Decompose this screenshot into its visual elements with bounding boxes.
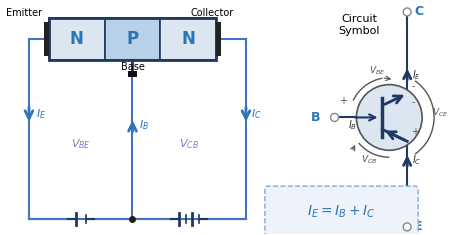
Text: B: B <box>311 111 320 124</box>
Circle shape <box>356 85 422 150</box>
Text: $V_{CE}$: $V_{CE}$ <box>432 106 449 119</box>
Bar <box>128 71 137 77</box>
Text: $I_C$: $I_C$ <box>412 153 422 167</box>
Text: Circuit
Symbol: Circuit Symbol <box>338 14 380 35</box>
Bar <box>216 22 221 56</box>
Text: $I_B$: $I_B$ <box>139 118 150 132</box>
Text: E: E <box>414 220 423 233</box>
Text: N: N <box>70 30 84 48</box>
Bar <box>105 18 160 60</box>
Text: +: + <box>339 95 347 106</box>
Text: Collector: Collector <box>190 8 234 18</box>
Text: Emitter: Emitter <box>6 8 42 18</box>
Text: $I_E$: $I_E$ <box>36 108 46 121</box>
Text: $V_{BE}$: $V_{BE}$ <box>71 137 91 151</box>
Text: $V_{CB}$: $V_{CB}$ <box>179 137 199 151</box>
Text: $I_B$: $I_B$ <box>348 118 357 132</box>
Text: -: - <box>411 82 415 92</box>
Text: C: C <box>414 5 423 18</box>
Text: P: P <box>127 30 138 48</box>
Bar <box>49 18 216 60</box>
Text: +: + <box>411 127 419 137</box>
Text: -: - <box>411 98 415 107</box>
Text: $I_C$: $I_C$ <box>251 108 262 121</box>
Text: $I_E = I_B + I_C$: $I_E = I_B + I_C$ <box>307 203 376 220</box>
Text: $V_{BE}$: $V_{BE}$ <box>369 65 386 77</box>
Circle shape <box>403 8 411 16</box>
Text: $I_E$: $I_E$ <box>412 68 421 82</box>
Text: N: N <box>181 30 195 48</box>
Bar <box>49 18 105 60</box>
Circle shape <box>330 114 338 121</box>
Bar <box>160 18 216 60</box>
Text: Base: Base <box>120 62 145 72</box>
Text: $V_{CB}$: $V_{CB}$ <box>361 153 378 166</box>
Bar <box>44 22 49 56</box>
Circle shape <box>403 223 411 231</box>
FancyBboxPatch shape <box>265 186 418 235</box>
